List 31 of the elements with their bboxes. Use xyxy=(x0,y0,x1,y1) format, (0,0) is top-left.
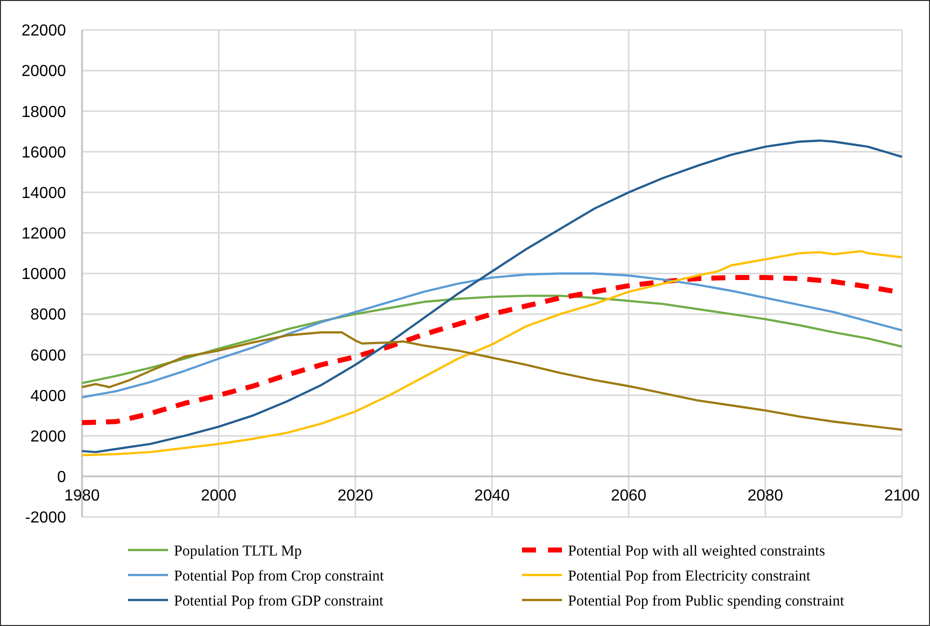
x-tick-label: 2100 xyxy=(884,487,920,504)
y-tick-label: 4000 xyxy=(30,388,66,405)
x-tick-label: 2080 xyxy=(748,487,784,504)
legend-label: Potential Pop from Public spending constraint xyxy=(568,593,846,610)
line-series xyxy=(80,139,904,454)
y-tick-label: 6000 xyxy=(30,347,66,364)
y-tick-label: 2000 xyxy=(30,428,66,446)
x-tick-label: 2040 xyxy=(474,487,510,504)
y-tick-label: 16000 xyxy=(22,144,66,162)
line-series xyxy=(80,272,904,398)
line-series xyxy=(80,250,904,456)
legend-label: Population TLTL Mp xyxy=(174,543,302,560)
y-tick-label: 10000 xyxy=(22,266,66,284)
legend-label: Potential Pop with all weighted constraints xyxy=(568,543,826,560)
legend-label: Potential Pop from Electricity constraint xyxy=(568,568,812,584)
y-tick-label: -2000 xyxy=(25,510,66,527)
y-tick-label: 8000 xyxy=(30,306,66,324)
line-series xyxy=(80,331,904,431)
legend-label: Potential Pop from Crop constraint xyxy=(174,568,385,584)
legend-label: Potential Pop from GDP constraint xyxy=(174,593,384,610)
x-tick-label: 1980 xyxy=(64,487,100,504)
x-tick-label: 2020 xyxy=(338,487,374,504)
x-tick-label: 2060 xyxy=(610,487,647,504)
x-tick-label: 2000 xyxy=(200,487,237,504)
y-tick-label: 18000 xyxy=(22,104,66,121)
line-series xyxy=(80,294,904,384)
y-tick-label: 20000 xyxy=(22,63,66,80)
y-tick-label: 0 xyxy=(57,469,66,486)
y-tick-label: 22000 xyxy=(22,22,66,40)
y-tick-label: 14000 xyxy=(22,184,66,202)
y-tick-label: 12000 xyxy=(22,226,66,243)
